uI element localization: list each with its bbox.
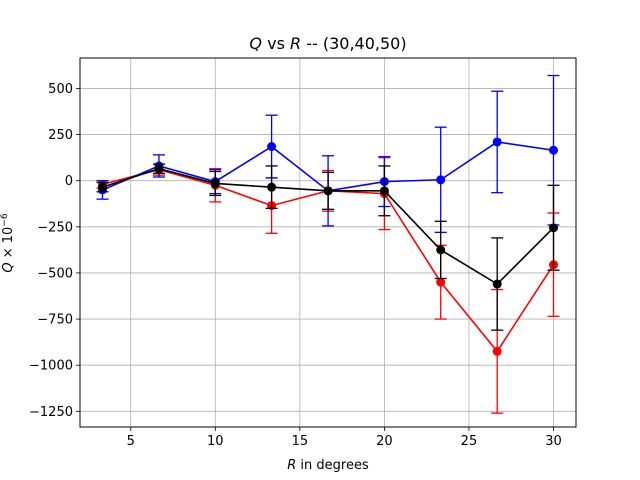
xlabel-var: R: [287, 458, 296, 473]
data-point: [492, 279, 502, 289]
y-axis-label: Q × 10−6: [0, 213, 16, 272]
y-tick-label: 250: [48, 128, 73, 143]
ylabel-var: Q: [1, 262, 16, 272]
y-tick-label: −250: [37, 220, 73, 235]
ylabel-times: × 10: [1, 227, 16, 263]
x-axis-label: R in degrees: [287, 458, 369, 473]
data-point: [492, 346, 502, 356]
y-tick-label: −1250: [29, 405, 73, 420]
title-rest: -- (30,40,50): [301, 34, 406, 53]
data-point: [97, 182, 107, 192]
data-point: [549, 145, 559, 155]
data-point: [436, 175, 446, 185]
data-point: [436, 277, 446, 287]
title-q: Q: [249, 34, 262, 53]
data-point: [154, 164, 164, 174]
data-point: [379, 186, 389, 196]
data-point: [267, 142, 277, 152]
y-tick-label: 500: [48, 82, 73, 97]
title-r: R: [290, 34, 301, 53]
x-tick-label: 10: [207, 434, 224, 449]
data-point: [323, 186, 333, 196]
y-tick-label: −750: [37, 313, 73, 328]
axis-ticks: 5 10 15 20 25 30 500 250 0 −250 −500 −750 −1000 −1250: [29, 82, 562, 449]
x-tick-label: 20: [376, 434, 393, 449]
x-tick-label: 30: [545, 434, 562, 449]
data-point: [549, 223, 559, 233]
y-tick-label: −1000: [29, 359, 73, 374]
grid: [80, 58, 576, 427]
data-point: [210, 178, 220, 188]
x-tick-label: 25: [461, 434, 478, 449]
series-layer: [96, 74, 560, 414]
x-tick-label: 5: [127, 434, 135, 449]
plot-frame: [79, 57, 577, 428]
data-point: [492, 137, 502, 147]
series-2: [96, 163, 560, 331]
data-point: [267, 182, 277, 192]
x-tick-label: 15: [292, 434, 309, 449]
chart-title: Q vs R -- (30,40,50): [249, 34, 406, 53]
y-tick-label: −500: [37, 266, 73, 281]
xlabel-rest: in degrees: [296, 458, 369, 473]
data-point: [436, 245, 446, 255]
title-vs: vs: [262, 34, 290, 53]
ylabel-exp: −6: [0, 213, 10, 227]
y-tick-label: 0: [65, 174, 73, 189]
